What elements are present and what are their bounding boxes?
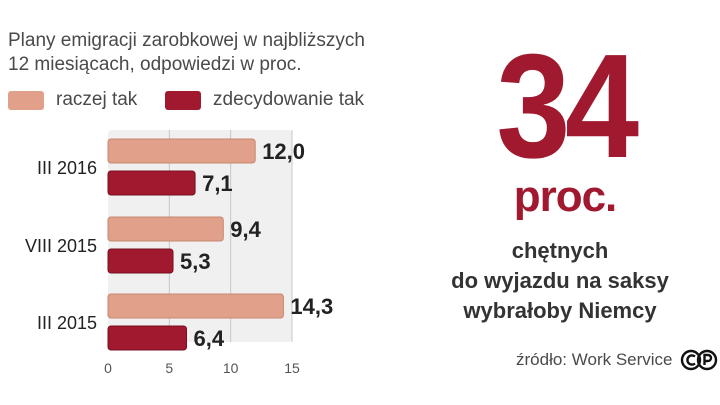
bar — [107, 170, 196, 196]
bar — [107, 325, 188, 351]
x-tick-label: 15 — [284, 360, 300, 376]
bar — [107, 293, 284, 319]
legend-label-zdecydowanie-tak: zdecydowanie tak — [213, 89, 365, 110]
bar-value-label: 5,3 — [180, 249, 211, 274]
x-tick-label: 5 — [165, 360, 173, 376]
bar — [107, 138, 256, 164]
category-label: III 2016 — [37, 158, 97, 178]
legend-item-zdecydowanie-tak: zdecydowanie tak — [165, 89, 364, 111]
category-label: VIII 2015 — [25, 236, 97, 256]
x-tick-label: 10 — [223, 360, 239, 376]
source-note: źródło: Work Service — [516, 350, 673, 369]
highlight-number: 34 — [496, 24, 639, 189]
chart-title-line-1: Plany emigracji zarobkowej w najbliższyc… — [8, 30, 365, 51]
bar-value-label: 14,3 — [290, 294, 333, 319]
cp-logo-icon — [680, 349, 718, 371]
bar-value-label: 6,4 — [194, 326, 225, 351]
bar — [107, 216, 224, 242]
bar-value-label: 7,1 — [202, 171, 233, 196]
legend-item-raczej-tak: raczej tak — [8, 89, 137, 111]
x-tick-label: 0 — [104, 360, 112, 376]
chart-title: Plany emigracji zarobkowej w najbliższyc… — [8, 29, 398, 77]
legend-label-raczej-tak: raczej tak — [56, 89, 138, 110]
highlight-caption-line-1: chętnych — [511, 238, 609, 263]
category-label: III 2015 — [37, 313, 97, 333]
bar — [107, 248, 174, 274]
highlight-caption-line-3: wybrałoby Niemcy — [463, 298, 657, 323]
legend-swatch-raczej-tak — [8, 90, 44, 110]
bar-chart: 0 5 10 15 III 2016 12,0 7,1 VIII 2015 9,4 5,3 III … — [25, 130, 333, 376]
highlight-unit: proc. — [513, 172, 618, 221]
chart-title-line-2: 12 miesiącach, odpowiedzi w proc. — [8, 54, 302, 75]
bar-value-label: 12,0 — [262, 139, 305, 164]
bar-value-label: 9,4 — [230, 217, 261, 242]
legend-swatch-zdecydowanie-tak — [165, 90, 201, 110]
highlight-caption: chętnych do wyjazdu na saksy wybrałoby N… — [420, 236, 700, 326]
highlight-caption-line-2: do wyjazdu na saksy — [451, 268, 669, 293]
